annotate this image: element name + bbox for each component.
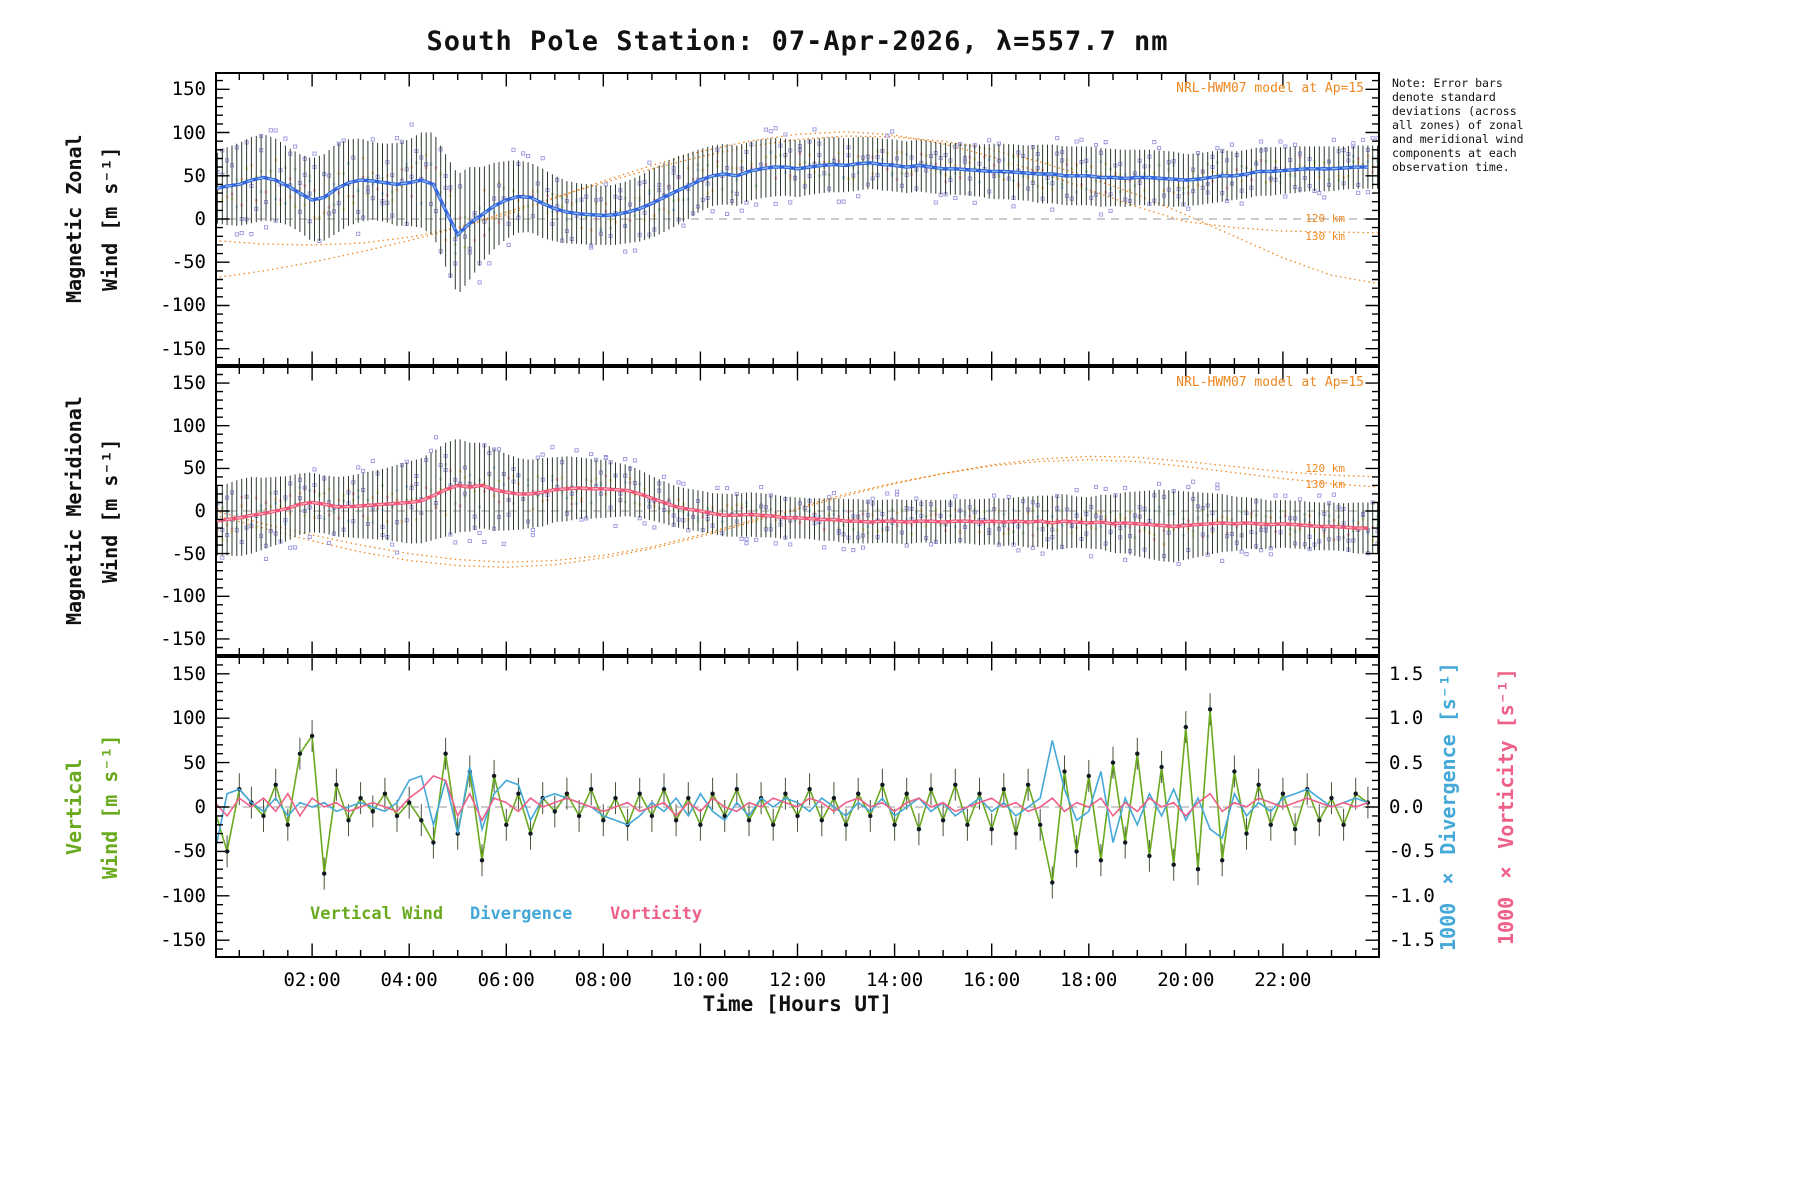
y-tick-label: 0 bbox=[194, 796, 206, 818]
x-tick-label: 18:00 bbox=[1060, 969, 1118, 991]
y-tick-label: -50 bbox=[171, 840, 206, 863]
x-axis-title: Time [Hours UT] bbox=[702, 992, 893, 1016]
x-tick-label: 02:00 bbox=[283, 969, 341, 991]
panel-vertical-wind: Vertical Wind Divergence Vorticity 150 10… bbox=[160, 656, 1435, 991]
y-tick-label: 50 bbox=[183, 457, 206, 480]
magnetic-zonal-wind-plot bbox=[215, 72, 1380, 366]
x-tick-label: 22:00 bbox=[1254, 969, 1312, 991]
y-tick-label: 0 bbox=[194, 208, 206, 230]
x-tick-label: 04:00 bbox=[380, 969, 438, 991]
vorticity-axis-title: 1000 × Vorticity [s⁻¹] bbox=[1494, 668, 1518, 946]
right-y-tick-label: -1.5 bbox=[1389, 929, 1435, 952]
vertical-axis-title-line2: Wind [m s⁻¹] bbox=[98, 734, 122, 880]
x-tick-label: 08:00 bbox=[574, 969, 632, 991]
y-tick-label: -150 bbox=[160, 627, 206, 650]
vertical-wind-divergence-vorticity-plot bbox=[215, 656, 1380, 958]
y-tick-label: -150 bbox=[160, 929, 206, 952]
model-130km-label-meridional: 130 km bbox=[1305, 478, 1345, 491]
legend-divergence: Divergence bbox=[470, 904, 573, 924]
right-y-tick-label: -0.5 bbox=[1389, 840, 1435, 863]
right-y-tick-label: 0.5 bbox=[1389, 751, 1424, 774]
meridional-axis-title-line1: Magnetic Meridional bbox=[62, 396, 86, 626]
x-tick-label: 20:00 bbox=[1157, 969, 1215, 991]
y-tick-label: 0 bbox=[194, 500, 206, 522]
meridional-axis-title-line2: Wind [m s⁻¹] bbox=[98, 438, 122, 584]
y-tick-label: 100 bbox=[171, 414, 206, 437]
y-tick-label: -50 bbox=[171, 251, 206, 274]
y-tick-label: -150 bbox=[160, 337, 206, 360]
model-120km-label-meridional: 120 km bbox=[1305, 462, 1345, 475]
x-tick-label: 06:00 bbox=[477, 969, 535, 991]
y-tick-label: 150 bbox=[171, 372, 206, 395]
right-y-tick-label: 1.0 bbox=[1389, 707, 1424, 730]
magnetic-meridional-wind-plot bbox=[215, 366, 1380, 656]
model-130km-label-zonal: 130 km bbox=[1305, 230, 1345, 243]
y-tick-label: 50 bbox=[183, 751, 206, 774]
right-y-tick-label: 0.0 bbox=[1389, 796, 1424, 818]
model-annotation-meridional: NRL-HWM07 model at Ap=15 bbox=[1176, 375, 1364, 390]
y-tick-label: 150 bbox=[171, 662, 206, 685]
panel-magnetic-zonal-wind: NRL-HWM07 model at Ap=15 120 km 130 km 1… bbox=[160, 72, 1380, 366]
y-tick-label: -100 bbox=[160, 585, 206, 608]
x-tick-label: 16:00 bbox=[963, 969, 1021, 991]
model-120km-label-zonal: 120 km bbox=[1305, 212, 1345, 225]
legend-vertical-wind: Vertical Wind bbox=[310, 904, 444, 924]
y-tick-label: 100 bbox=[171, 121, 206, 144]
y-tick-label: -100 bbox=[160, 294, 206, 317]
panel-magnetic-meridional-wind: NRL-HWM07 model at Ap=15 120 km 130 km 1… bbox=[160, 366, 1380, 656]
chart-title: South Pole Station: 07-Apr-2026, λ=557.7… bbox=[426, 26, 1169, 57]
y-tick-label: -50 bbox=[171, 542, 206, 565]
legend-vorticity: Vorticity bbox=[610, 904, 703, 924]
x-tick-label: 10:00 bbox=[671, 969, 729, 991]
y-tick-label: 150 bbox=[171, 78, 206, 101]
note-text: Note: Error bars denote standard deviati… bbox=[1392, 76, 1524, 175]
zonal-axis-title-line1: Magnetic Zonal bbox=[62, 134, 86, 304]
vertical-axis-title-line1: Vertical bbox=[62, 758, 86, 856]
y-tick-label: 50 bbox=[183, 164, 206, 187]
y-tick-label: -100 bbox=[160, 884, 206, 907]
y-tick-label: 100 bbox=[171, 707, 206, 730]
x-tick-label: 14:00 bbox=[865, 969, 924, 991]
right-y-tick-label: -1.0 bbox=[1389, 884, 1435, 907]
zonal-axis-title-line2: Wind [m s⁻¹] bbox=[98, 146, 122, 292]
right-y-tick-label: 1.5 bbox=[1389, 662, 1424, 685]
model-annotation-zonal: NRL-HWM07 model at Ap=15 bbox=[1176, 81, 1364, 96]
x-tick-label: 12:00 bbox=[768, 969, 827, 991]
